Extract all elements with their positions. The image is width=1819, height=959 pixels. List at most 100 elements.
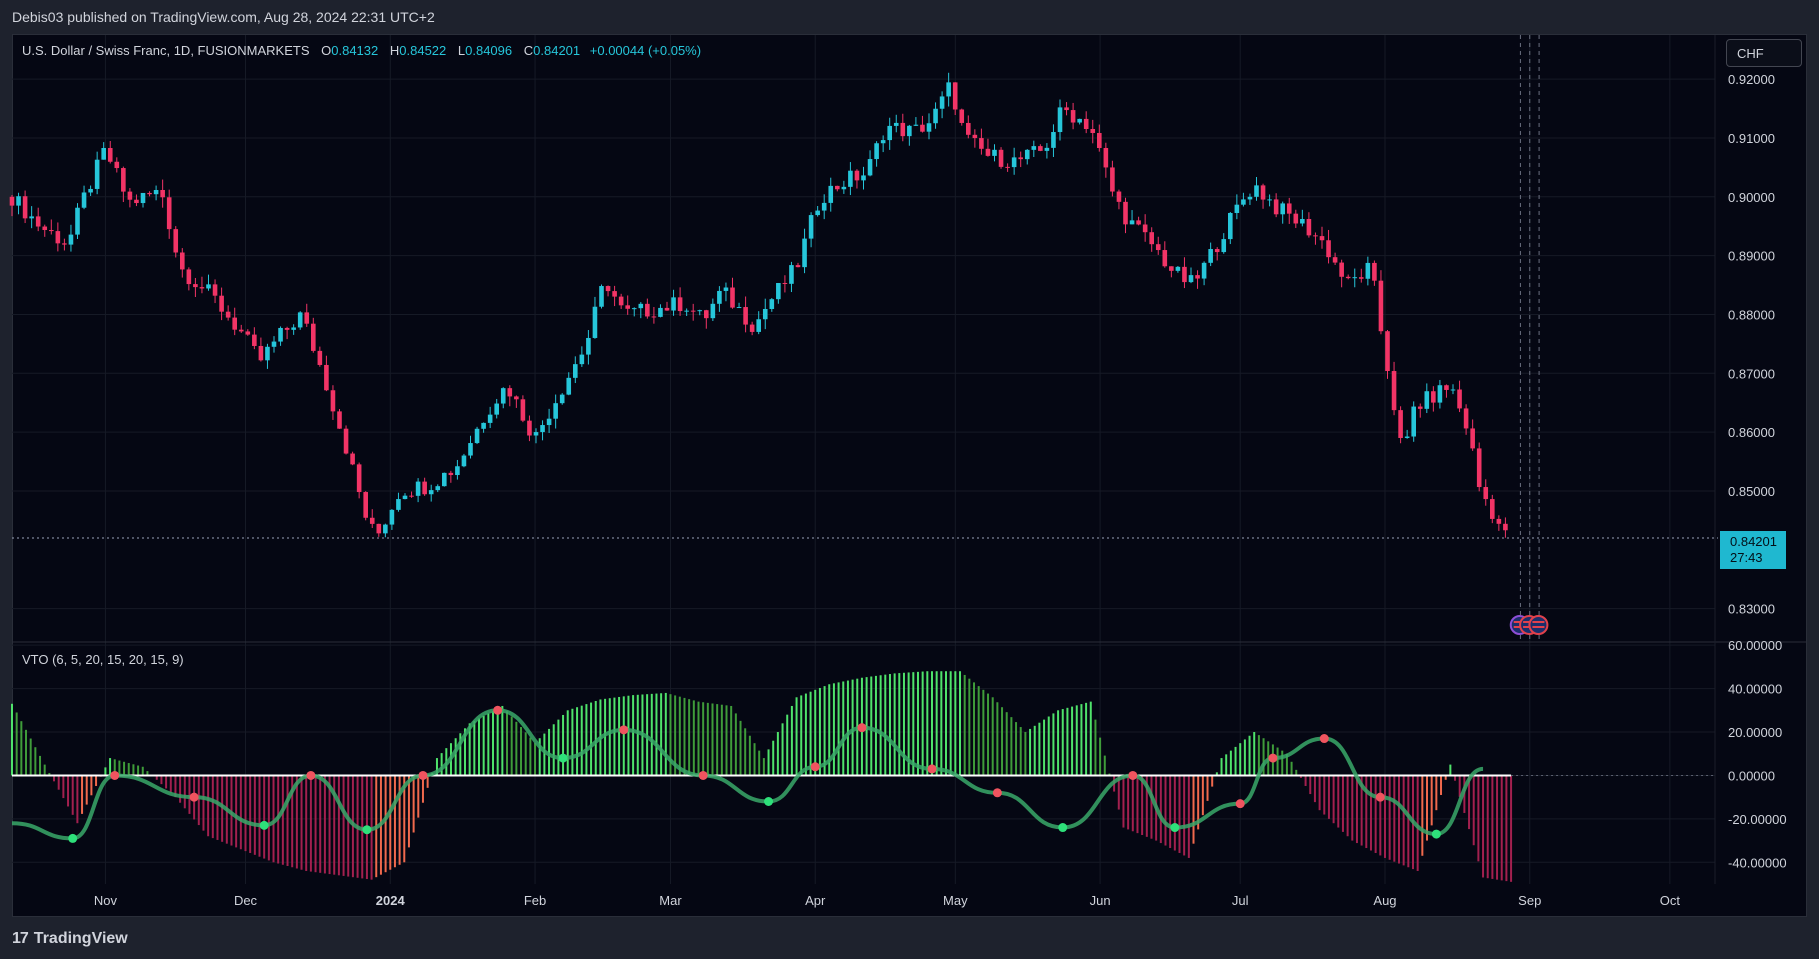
histogram-bar	[127, 763, 130, 776]
candle	[173, 226, 179, 258]
candle-body	[369, 517, 375, 524]
candle	[1313, 232, 1318, 245]
histogram-bar	[977, 686, 980, 776]
candle	[55, 222, 61, 252]
candle-body	[415, 481, 421, 496]
histogram-bar	[1197, 775, 1200, 830]
candle	[271, 336, 277, 353]
candle	[959, 108, 965, 126]
histogram-bar	[333, 775, 336, 875]
candle	[206, 274, 211, 291]
candle-body	[1404, 436, 1410, 438]
candle-body	[926, 123, 932, 132]
candle-body	[1352, 277, 1358, 279]
candle	[1057, 99, 1063, 141]
candle	[1286, 197, 1292, 224]
histogram-bar	[323, 775, 326, 874]
candle-body	[1077, 118, 1082, 123]
candle	[802, 228, 807, 274]
candle	[238, 324, 244, 333]
candle-body	[1070, 110, 1076, 123]
histogram-bar	[650, 693, 653, 776]
histogram-bar	[403, 775, 406, 863]
candle-body	[697, 310, 703, 312]
histogram-bar	[1295, 769, 1298, 776]
histogram-bar	[1477, 775, 1480, 862]
candle	[1378, 270, 1384, 335]
candle-body	[317, 350, 323, 365]
histogram-bar	[739, 720, 742, 776]
candle	[1306, 212, 1312, 238]
histogram-bar	[11, 703, 13, 776]
candle-body	[939, 96, 945, 109]
candle	[1201, 261, 1207, 286]
histogram-bar	[809, 691, 812, 776]
candle	[1044, 143, 1050, 159]
candle-body	[1254, 185, 1259, 197]
candle-body	[893, 122, 899, 126]
candle	[225, 305, 231, 321]
histogram-bar	[557, 719, 560, 776]
candle	[461, 453, 467, 468]
histogram-bar	[1131, 775, 1134, 832]
candle	[49, 219, 54, 235]
candle	[1391, 361, 1397, 416]
candle	[710, 298, 716, 322]
candle	[854, 169, 860, 189]
candle	[579, 346, 585, 367]
histogram-bar	[566, 710, 569, 776]
histogram-bar	[1299, 775, 1302, 778]
candle-body	[81, 192, 87, 208]
price-tick-label: 0.92000	[1728, 72, 1775, 87]
histogram-bar	[935, 671, 938, 776]
histogram-bar	[907, 672, 910, 776]
candle-body	[730, 287, 735, 308]
signal-high-dot	[698, 770, 708, 780]
candle	[651, 307, 657, 324]
histogram-bar	[1089, 701, 1092, 776]
candle-body	[1136, 220, 1141, 225]
candle	[867, 150, 873, 177]
time-tick-label: Jul	[1232, 893, 1249, 908]
candle-body	[1424, 391, 1430, 409]
candle-body	[867, 159, 873, 176]
candle-body	[848, 170, 853, 187]
candle-body	[461, 455, 467, 467]
histogram-bar	[973, 682, 976, 776]
histogram-bar	[1085, 702, 1088, 776]
histogram-bar	[1323, 775, 1326, 815]
candle	[749, 321, 755, 336]
candle	[520, 395, 526, 423]
candle-body	[206, 284, 211, 289]
histogram-bar	[1057, 710, 1060, 776]
candle	[1129, 210, 1135, 225]
candle	[291, 324, 296, 335]
histogram-bar	[1159, 775, 1162, 844]
candle	[828, 177, 834, 212]
candle-body	[1267, 199, 1272, 201]
histogram-bar	[361, 775, 364, 879]
candle-body	[1300, 218, 1305, 224]
candle-body	[1083, 118, 1089, 130]
histogram-bar	[1332, 775, 1335, 824]
vto-histogram	[11, 671, 1513, 882]
candle-body	[68, 234, 74, 245]
histogram-bar	[1341, 775, 1344, 832]
candle-body	[1365, 262, 1371, 279]
histogram-bar	[552, 724, 555, 776]
candle-body	[1064, 107, 1069, 111]
currency-button[interactable]: CHF	[1726, 39, 1802, 67]
us-flag-event-icon	[1528, 615, 1549, 635]
histogram-bar	[459, 733, 462, 776]
candle-body	[1182, 266, 1187, 283]
close-value: 0.84201	[533, 43, 581, 58]
histogram-bar	[1262, 738, 1265, 776]
candle-body	[1169, 266, 1174, 271]
histogram-bar	[678, 696, 681, 776]
candle-body	[553, 403, 558, 419]
signal-low-dot	[1058, 823, 1068, 833]
histogram-bar	[1393, 775, 1396, 862]
histogram-bar	[435, 758, 438, 776]
histogram-bar	[216, 775, 219, 840]
